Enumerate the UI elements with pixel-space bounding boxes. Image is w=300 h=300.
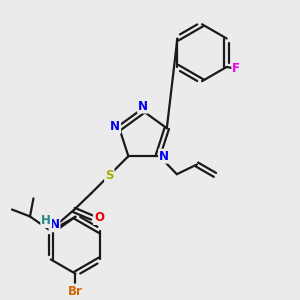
Text: H: H [41,214,51,227]
Text: S: S [105,169,114,182]
Text: N: N [138,100,148,112]
Text: N: N [110,120,120,133]
Text: N: N [159,150,169,163]
Text: F: F [232,62,240,75]
Text: N: N [50,218,59,231]
Text: O: O [94,211,104,224]
Text: Br: Br [68,284,83,298]
